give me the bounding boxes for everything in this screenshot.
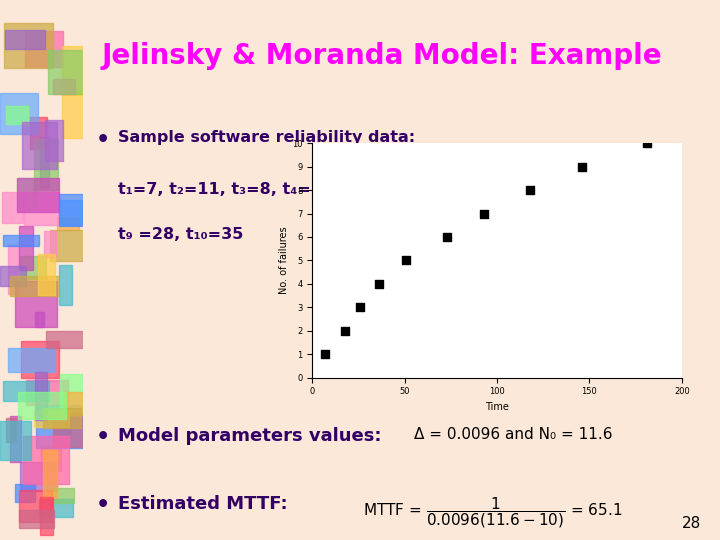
Bar [4, 23, 53, 68]
Bar [60, 374, 86, 416]
Bar [42, 450, 58, 498]
X-axis label: Time: Time [485, 402, 509, 412]
Bar [19, 226, 32, 270]
Bar [35, 372, 48, 420]
Bar [34, 409, 69, 427]
Text: Model parameters values:: Model parameters values: [118, 427, 382, 446]
Text: MTTF = $\dfrac{1}{0.0096(11.6 - 10)}$ = 65.1: MTTF = $\dfrac{1}{0.0096(11.6 - 10)}$ = … [363, 495, 622, 530]
Bar [15, 281, 58, 327]
Bar [51, 488, 74, 503]
Bar [1, 266, 26, 286]
Bar [53, 414, 99, 447]
Point [641, 139, 652, 147]
Bar [36, 405, 85, 448]
Bar [40, 445, 61, 470]
Point [400, 256, 412, 265]
Bar [48, 50, 93, 93]
Point [354, 303, 366, 312]
Point [373, 280, 384, 288]
Point [576, 163, 588, 171]
Bar [0, 421, 32, 460]
Text: Jelinsky & Moranda Model: Example: Jelinsky & Moranda Model: Example [102, 42, 662, 70]
Bar [21, 341, 59, 378]
Bar [5, 30, 45, 49]
Text: •: • [96, 427, 109, 447]
Bar [17, 392, 66, 418]
Bar [17, 178, 38, 210]
Bar [50, 230, 91, 261]
Text: 28: 28 [682, 516, 701, 531]
Text: Sample software reliability data:: Sample software reliability data: [118, 130, 415, 145]
Bar [2, 192, 23, 224]
Bar [60, 200, 82, 225]
Bar [22, 436, 69, 483]
Bar [40, 500, 73, 517]
Bar [43, 408, 81, 428]
Bar [6, 418, 16, 442]
Bar [19, 490, 53, 522]
Bar [46, 332, 93, 348]
Bar [26, 380, 68, 405]
Bar [4, 381, 49, 401]
Bar [55, 416, 71, 434]
Bar [59, 265, 72, 305]
Bar [20, 462, 57, 491]
Text: •: • [96, 495, 109, 515]
Bar [9, 276, 59, 296]
Bar [19, 510, 53, 528]
Point [441, 233, 453, 241]
Bar [24, 192, 59, 225]
Bar [20, 256, 46, 279]
Bar [59, 194, 100, 226]
Bar [15, 484, 35, 502]
Bar [53, 79, 75, 94]
Bar [40, 137, 49, 188]
Point [478, 209, 490, 218]
Bar [62, 45, 95, 94]
Bar [10, 416, 21, 462]
Bar [6, 106, 27, 124]
Text: •: • [96, 130, 109, 150]
Bar [62, 91, 96, 138]
Bar [8, 245, 18, 294]
Bar [8, 348, 55, 372]
Bar [64, 392, 93, 415]
Bar [30, 117, 47, 149]
Bar [1, 93, 38, 134]
Point [524, 186, 536, 194]
Y-axis label: No. of failures: No. of failures [279, 227, 289, 294]
Bar [17, 178, 59, 212]
Bar [35, 312, 44, 327]
Bar [35, 139, 58, 190]
Text: Estimated MTTF:: Estimated MTTF: [118, 495, 287, 513]
Point [340, 327, 351, 335]
Bar [45, 120, 63, 161]
Point [320, 350, 331, 359]
Text: Δ = 0.0096 and N₀ = 11.6: Δ = 0.0096 and N₀ = 11.6 [414, 427, 613, 442]
Bar [3, 235, 39, 246]
Bar [40, 497, 53, 536]
Bar [44, 231, 55, 257]
Bar [38, 254, 55, 295]
Bar [24, 31, 63, 67]
Bar [57, 217, 79, 230]
Text: t₉ =28, t₁₀=35: t₉ =28, t₁₀=35 [118, 227, 243, 241]
Bar [22, 123, 57, 168]
Text: t₁=7, t₂=11, t₃=8, t₄=10, t₅ =15, t₆ =22, t₇ =20, t₈ =25,: t₁=7, t₂=11, t₃=8, t₄=10, t₅ =15, t₆ =22… [118, 181, 611, 197]
